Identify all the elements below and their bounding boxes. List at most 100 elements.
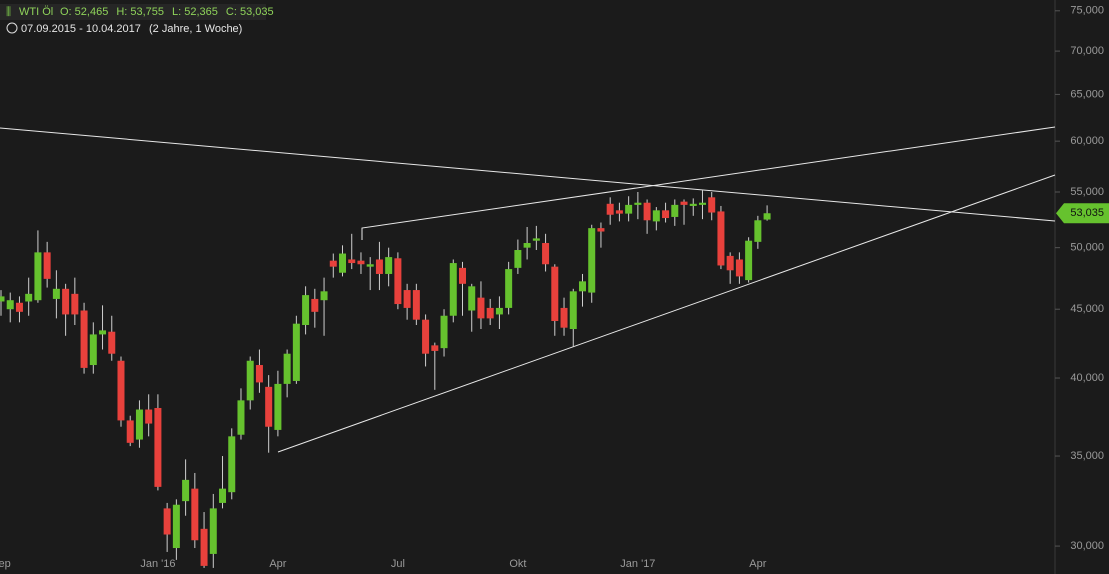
candle-body <box>486 307 494 319</box>
x-tick-label: Sep <box>0 558 11 570</box>
candle-body <box>135 409 143 440</box>
candle-body <box>99 330 107 335</box>
candle-body <box>246 360 254 401</box>
y-tick-label: 50,000 <box>1070 242 1104 254</box>
x-tick-label: Apr <box>749 558 766 570</box>
candle-body <box>440 315 448 349</box>
candle-body <box>43 252 51 279</box>
candle-body <box>477 297 485 319</box>
candle-body <box>255 365 263 383</box>
candle-body <box>449 263 457 316</box>
candle-body <box>89 334 97 366</box>
candle-body <box>228 436 236 493</box>
candle-body <box>578 281 586 292</box>
candle-body <box>329 260 337 267</box>
x-tick-label: Jul <box>391 558 405 570</box>
candle-body <box>588 228 596 293</box>
candle-body <box>542 243 550 265</box>
candle-body <box>237 400 245 435</box>
candle-body <box>735 259 743 277</box>
candle-body <box>34 252 42 301</box>
candle-body <box>108 331 116 354</box>
candle-body <box>689 203 697 206</box>
y-tick-label: 60,000 <box>1070 135 1104 147</box>
candle-body <box>606 203 614 215</box>
x-tick-label: Jan '16 <box>140 558 175 570</box>
candle-body <box>431 345 439 351</box>
candle-body <box>394 258 402 305</box>
candle-body <box>0 296 5 302</box>
candle-body <box>726 255 734 271</box>
candle-body <box>274 383 282 430</box>
candle-body <box>126 420 134 443</box>
candle-body <box>459 267 466 284</box>
candle-body <box>717 211 725 266</box>
candle-body <box>652 210 660 222</box>
candle-body <box>375 259 383 274</box>
candle-body <box>366 264 374 267</box>
candle-body <box>163 508 171 535</box>
candle-body <box>403 290 411 308</box>
y-tick-label: 45,000 <box>1070 303 1104 315</box>
candle-body <box>754 220 762 242</box>
candle-body <box>15 302 23 312</box>
candle-body <box>745 240 753 281</box>
candle-body <box>671 204 679 217</box>
candle-body <box>495 307 503 315</box>
price-tag <box>1056 203 1109 224</box>
header-icon: ⫼ <box>6 6 11 18</box>
candle-body <box>320 291 328 301</box>
y-tick-label: 70,000 <box>1070 45 1104 57</box>
candle-body <box>191 488 199 541</box>
candle-body <box>505 269 513 308</box>
candle-body <box>145 409 153 424</box>
candle-body <box>283 353 291 384</box>
trend-line <box>0 127 1056 222</box>
candle-body <box>560 307 568 328</box>
ohlc-header: O: 52,465 H: 53,755 L: 52,365 C: 53,035 <box>60 6 274 18</box>
candle-body <box>523 243 531 248</box>
candle-body <box>532 238 540 241</box>
candle-body <box>6 300 14 310</box>
candle-body <box>662 210 670 219</box>
candle-body <box>348 259 356 264</box>
candle-body <box>80 310 88 368</box>
date-range: 07.09.2015 - 10.04.2017 <box>21 23 141 35</box>
y-tick-label: 35,000 <box>1070 450 1104 462</box>
candle-body <box>339 253 347 273</box>
candle-body <box>597 228 605 232</box>
clock-icon <box>6 22 18 34</box>
candle-body <box>311 298 319 312</box>
candle-body <box>385 257 393 274</box>
candle-body <box>698 202 706 205</box>
candle-body <box>200 528 208 566</box>
y-tick-label: 55,000 <box>1070 186 1104 198</box>
candle-body <box>154 407 162 487</box>
candle-body <box>117 360 125 421</box>
price-tag-label: 53,035 <box>1070 207 1104 219</box>
candle-body <box>71 293 79 315</box>
candle-body <box>634 202 642 205</box>
candle-body <box>302 295 310 326</box>
ohlc-label: O: 52,465 <box>60 6 108 18</box>
candle-body <box>514 250 522 268</box>
ohlc-label: L: 52,365 <box>172 6 218 18</box>
y-tick-label: 30,000 <box>1070 540 1104 552</box>
trend-line <box>361 126 1056 240</box>
candle-body <box>551 266 559 322</box>
x-tick-label: Apr <box>269 558 286 570</box>
candle-body <box>643 202 651 221</box>
candle-body <box>680 201 688 205</box>
candle-body <box>265 386 273 427</box>
candle-body <box>52 288 60 299</box>
y-tick-label: 40,000 <box>1070 372 1104 384</box>
candle-body <box>172 504 180 549</box>
y-tick-label: 65,000 <box>1070 88 1104 100</box>
candle-body <box>569 291 577 330</box>
candle-body <box>209 508 217 554</box>
candle-body <box>357 260 365 265</box>
header-box <box>0 4 266 20</box>
y-tick-label: 75,000 <box>1070 5 1104 17</box>
candle-body <box>763 213 771 220</box>
trend-line <box>277 174 1056 453</box>
